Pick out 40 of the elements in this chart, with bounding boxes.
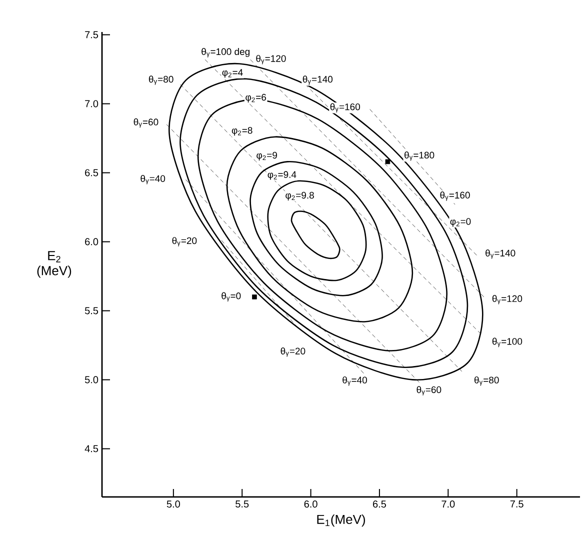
x-axis-title: E$_{1}$(MeV) (317, 514, 366, 527)
x-tick-label: 5.0 (166, 500, 180, 508)
annotation: φ$_{2}$=9.8 (286, 192, 314, 200)
y-tick-label: 7.0 (85, 100, 98, 108)
annotation: θ$_{γ}$=140 (302, 76, 333, 85)
annotation: φ$_{2}$=9 (256, 152, 277, 160)
annotation: θ$_{γ}$=80 (474, 376, 499, 386)
annotation: θ$_{γ}$=180 (404, 152, 434, 161)
annotation: θ$_{γ}$=60 (416, 386, 442, 396)
y-tick-label: 5.0 (84, 376, 98, 384)
x-tick-label: 5.5 (236, 500, 249, 508)
annotation: θ$_{γ}$=120 (492, 295, 522, 304)
y-axis-title: E$_{2}$ (MeV) (37, 251, 72, 278)
x-tick-label: 6.0 (304, 500, 318, 508)
annotation: θ$_{γ}$=0 (222, 292, 241, 302)
x-tick-label: 6.5 (373, 500, 386, 508)
x-tick-label: 7.0 (442, 500, 455, 508)
annotation: θ$_{γ}$=40 (140, 174, 166, 184)
annotation: θ$_{γ}$=80 (148, 76, 174, 85)
annotation: θ$_{γ}$=20 (280, 347, 306, 357)
annotation: φ$_{2}$=4 (222, 69, 243, 78)
y-tick-label: 7.5 (85, 31, 98, 38)
annotation: θ$_{γ}$=140 (486, 250, 516, 259)
y-tick-label: 6.0 (85, 238, 98, 246)
y-tick-label: 4.5 (84, 445, 98, 452)
annotation: φ$_{2}$=0 (450, 218, 471, 227)
x-tick-label: 7.5 (510, 500, 524, 508)
annotation: θ$_{γ}$=20 (172, 237, 197, 246)
y-tick-label: 6.5 (85, 169, 98, 176)
annotation: θ$_{γ}$=60 (134, 118, 158, 128)
annotation: θ$_{γ}$=120 (256, 54, 286, 64)
annotation: φ$_{2}$=6 (246, 94, 266, 103)
annotation: θ$_{γ}$=100 (492, 338, 522, 348)
annotation: φ$_{2}$=9.4 (268, 171, 296, 180)
annotation: θ$_{γ}$=160 (440, 192, 470, 201)
annotation: θ$_{γ}$=100 deg (202, 48, 250, 58)
annotation: φ$_{2}$=8 (232, 127, 252, 136)
annotation: θ$_{γ}$=40 (342, 376, 367, 386)
y-tick-label: 5.5 (84, 307, 98, 314)
annotation: θ$_{γ}$=160 (330, 103, 360, 113)
